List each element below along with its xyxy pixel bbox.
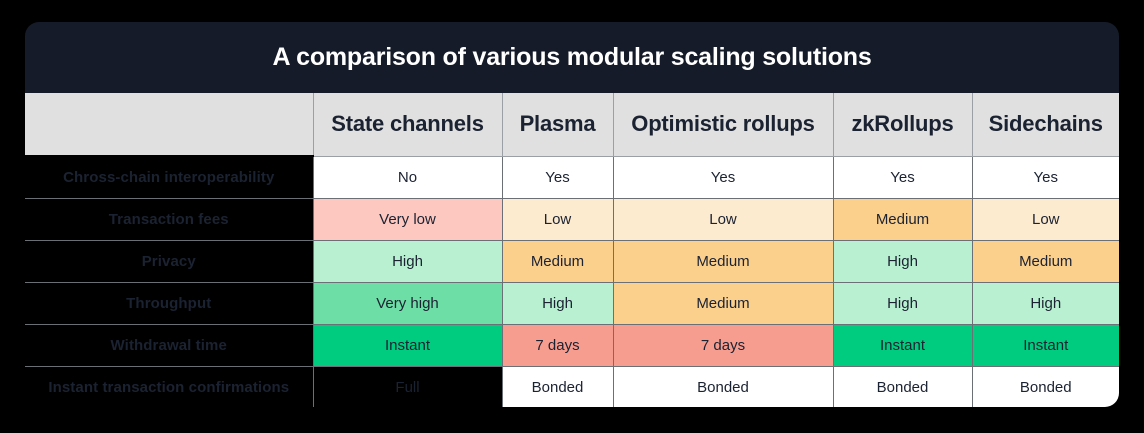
- comparison-table: State channels Plasma Optimistic rollups…: [25, 93, 1119, 407]
- cell-withdrawal-plasma: 7 days: [502, 324, 614, 367]
- cell-fees-zkrollups: Medium: [833, 198, 973, 241]
- column-header-plasma: Plasma: [502, 93, 614, 157]
- cell-throughput-zkrollups: High: [833, 282, 973, 325]
- cell-confirmations-sidechains: Bonded: [972, 366, 1119, 407]
- cell-interop-plasma: Yes: [502, 156, 614, 199]
- cell-fees-sidechains: Low: [972, 198, 1119, 241]
- cell-throughput-state-channels: Very high: [313, 282, 503, 325]
- cell-withdrawal-state-channels: Instant: [313, 324, 503, 367]
- cell-confirmations-zkrollups: Bonded: [833, 366, 973, 407]
- table-header-row: State channels Plasma Optimistic rollups…: [25, 93, 1119, 157]
- row-label-cross-chain-interoperability: Chross-chain interoperability: [25, 156, 314, 199]
- cell-privacy-optimistic-rollups: Medium: [613, 240, 834, 283]
- row-label-instant-transaction-confirmations: Instant transaction confirmations: [25, 366, 314, 407]
- cell-interop-optimistic-rollups: Yes: [613, 156, 834, 199]
- row-label-privacy: Privacy: [25, 240, 314, 283]
- table-corner-cell: [25, 93, 314, 157]
- cell-confirmations-state-channels: Full: [313, 366, 503, 407]
- cell-confirmations-optimistic-rollups: Bonded: [613, 366, 834, 407]
- cell-fees-optimistic-rollups: Low: [613, 198, 834, 241]
- table-row: Transaction fees Very low Low Low Medium…: [25, 198, 1119, 241]
- column-header-state-channels: State channels: [313, 93, 503, 157]
- row-label-throughput: Throughput: [25, 282, 314, 325]
- cell-throughput-optimistic-rollups: Medium: [613, 282, 834, 325]
- column-header-optimistic-rollups: Optimistic rollups: [613, 93, 834, 157]
- cell-throughput-sidechains: High: [972, 282, 1119, 325]
- cell-privacy-zkrollups: High: [833, 240, 973, 283]
- cell-privacy-state-channels: High: [313, 240, 503, 283]
- column-header-zkrollups: zkRollups: [833, 93, 973, 157]
- row-label-transaction-fees: Transaction fees: [25, 198, 314, 241]
- cell-privacy-plasma: Medium: [502, 240, 614, 283]
- table-row: Throughput Very high High Medium High Hi…: [25, 282, 1119, 325]
- cell-withdrawal-sidechains: Instant: [972, 324, 1119, 367]
- row-label-withdrawal-time: Withdrawal time: [25, 324, 314, 367]
- table-row: Chross-chain interoperability No Yes Yes…: [25, 156, 1119, 199]
- page-title: A comparison of various modular scaling …: [272, 43, 872, 71]
- cell-interop-zkrollups: Yes: [833, 156, 973, 199]
- cell-withdrawal-optimistic-rollups: 7 days: [613, 324, 834, 367]
- card-title-bar: A comparison of various modular scaling …: [25, 22, 1119, 93]
- table-row: Instant transaction confirmations Full B…: [25, 366, 1119, 407]
- cell-interop-sidechains: Yes: [972, 156, 1119, 199]
- cell-withdrawal-zkrollups: Instant: [833, 324, 973, 367]
- table-row: Privacy High Medium Medium High Medium: [25, 240, 1119, 283]
- comparison-card: A comparison of various modular scaling …: [25, 22, 1119, 407]
- cell-privacy-sidechains: Medium: [972, 240, 1119, 283]
- cell-fees-state-channels: Very low: [313, 198, 503, 241]
- cell-throughput-plasma: High: [502, 282, 614, 325]
- table-row: Withdrawal time Instant 7 days 7 days In…: [25, 324, 1119, 367]
- column-header-sidechains: Sidechains: [972, 93, 1119, 157]
- cell-interop-state-channels: No: [313, 156, 503, 199]
- cell-confirmations-plasma: Bonded: [502, 366, 614, 407]
- cell-fees-plasma: Low: [502, 198, 614, 241]
